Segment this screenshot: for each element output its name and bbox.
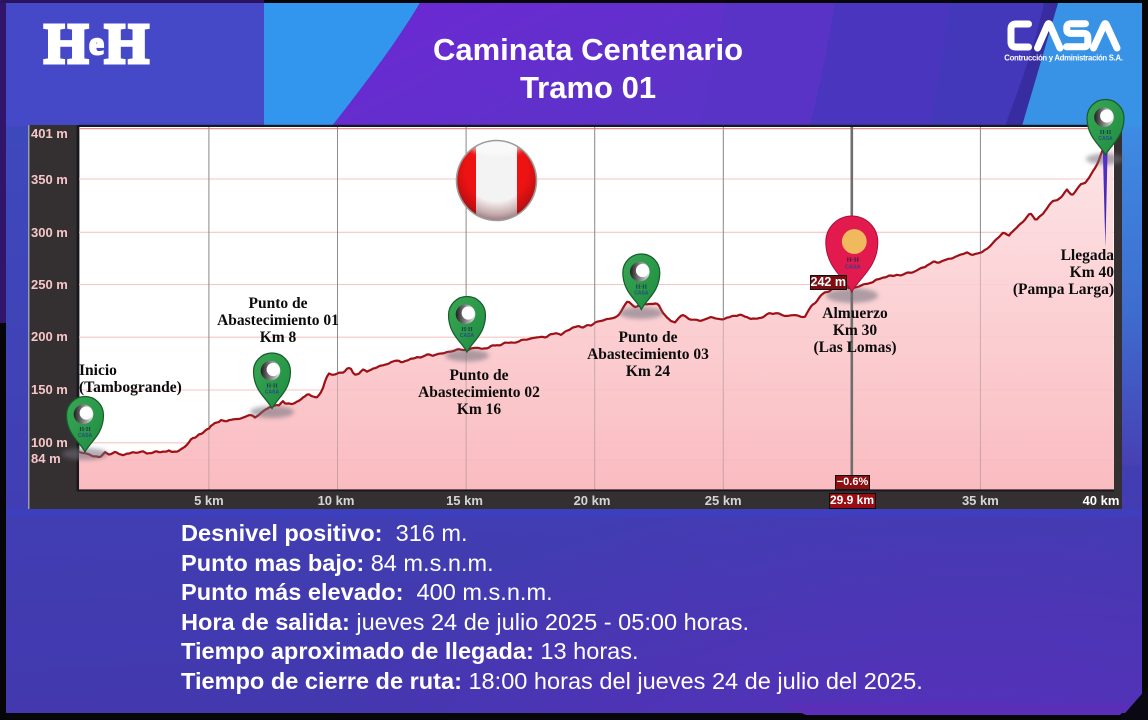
svg-text:Contrucción y Administración S: Contrucción y Administración S.A. <box>1004 54 1123 63</box>
svg-text:H·H: H·H <box>847 257 860 264</box>
svg-text:CASA: CASA <box>845 265 861 271</box>
